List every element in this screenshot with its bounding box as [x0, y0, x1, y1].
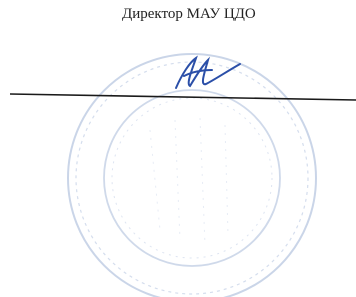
background — [0, 0, 356, 297]
page: Директор МАУ ЦДО (() => { const data = J… — [0, 0, 356, 297]
document-scan: Директор МАУ ЦДО — [0, 0, 356, 297]
position-title: Директор МАУ ЦДО — [122, 6, 256, 22]
